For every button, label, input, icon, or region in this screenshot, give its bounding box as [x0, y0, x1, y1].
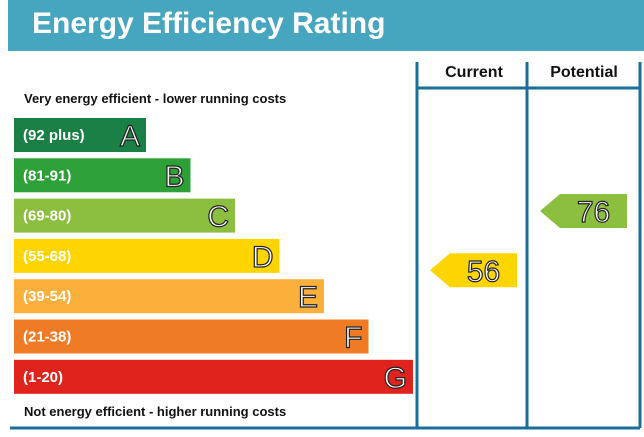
top-caption: Very energy efficient - lower running co… — [24, 91, 287, 106]
bottom-caption: Not energy efficient - higher running co… — [24, 404, 287, 419]
band-letter-d: D — [252, 241, 274, 274]
current-column-header: Current — [445, 64, 503, 81]
current-rating-value: 56 — [467, 255, 500, 288]
band-letter-a: A — [120, 120, 140, 153]
potential-column-header: Potential — [550, 64, 618, 81]
current-rating-arrow — [430, 253, 517, 288]
band-range-label-a: (92 plus) — [23, 127, 85, 144]
band-range-label-f: (21-38) — [23, 329, 71, 346]
rating-bar-e — [14, 279, 324, 314]
band-letter-c: C — [207, 201, 229, 234]
band-range-label-b: (81-91) — [23, 167, 71, 184]
rating-bar-f — [14, 319, 369, 354]
title-bar: Energy Efficiency Rating — [8, 0, 644, 51]
band-range-label-d: (55-68) — [23, 248, 71, 265]
potential-rating-value: 76 — [577, 196, 610, 229]
band-letter-f: F — [344, 322, 362, 355]
rating-bar-c — [14, 198, 235, 233]
band-letter-e: E — [298, 281, 318, 314]
rating-bar-a — [14, 118, 146, 152]
band-range-label-g: (1-20) — [23, 369, 63, 386]
rating-bar-g — [14, 359, 413, 394]
rating-bar-b — [14, 158, 191, 193]
potential-rating-arrow — [540, 193, 627, 228]
band-letter-g: G — [384, 362, 407, 395]
chart-title: Energy Efficiency Rating — [32, 7, 386, 40]
band-range-label-c: (69-80) — [23, 208, 71, 225]
rating-bar-d — [14, 238, 280, 273]
band-letter-b: B — [164, 160, 184, 193]
band-range-label-e: (39-54) — [23, 288, 71, 305]
